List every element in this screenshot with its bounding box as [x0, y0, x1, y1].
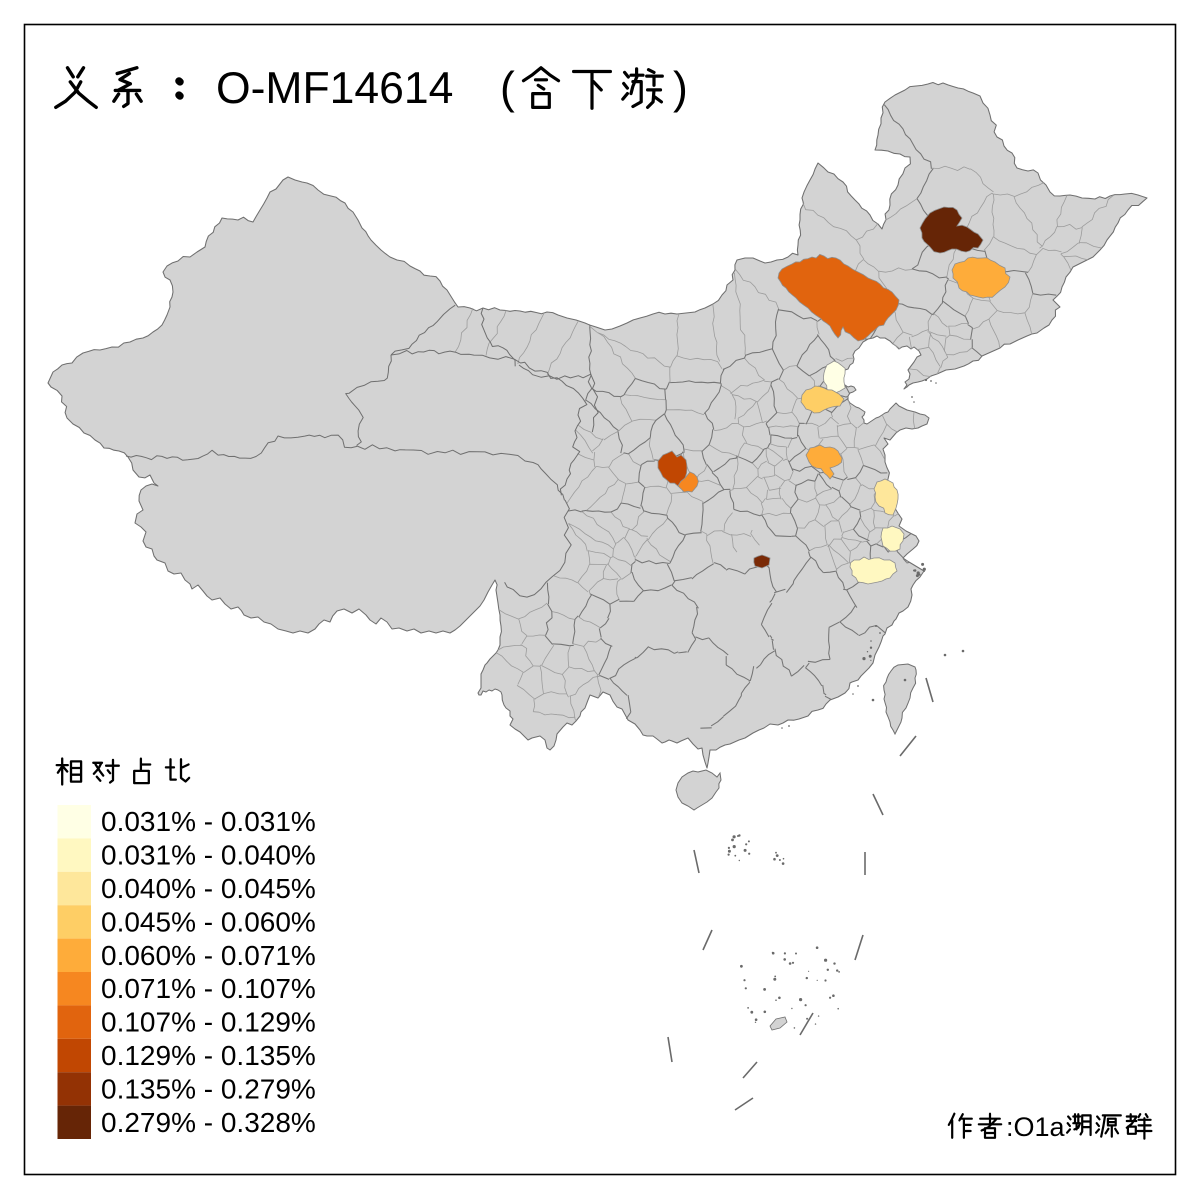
svg-text:0.135% - 0.279%: 0.135% - 0.279% [101, 1073, 316, 1104]
svg-text:0.045% - 0.060%: 0.045% - 0.060% [101, 906, 316, 937]
svg-text:0.071% - 0.107%: 0.071% - 0.107% [101, 973, 316, 1004]
svg-text:(: ( [500, 64, 515, 113]
svg-text:0.031% - 0.040%: 0.031% - 0.040% [101, 840, 316, 871]
svg-text:0.040% - 0.045%: 0.040% - 0.045% [101, 873, 316, 904]
svg-text:0.279% - 0.328%: 0.279% - 0.328% [101, 1107, 316, 1138]
svg-text:0.031% - 0.031%: 0.031% - 0.031% [101, 806, 316, 837]
svg-text:0.060% - 0.071%: 0.060% - 0.071% [101, 940, 316, 971]
svg-text:): ) [673, 64, 688, 113]
svg-text:0.129% - 0.135%: 0.129% - 0.135% [101, 1040, 316, 1071]
svg-text:O-MF14614: O-MF14614 [216, 64, 453, 113]
svg-text:0.107% - 0.129%: 0.107% - 0.129% [101, 1007, 316, 1038]
svg-text::O1a: :O1a [1006, 1112, 1066, 1142]
